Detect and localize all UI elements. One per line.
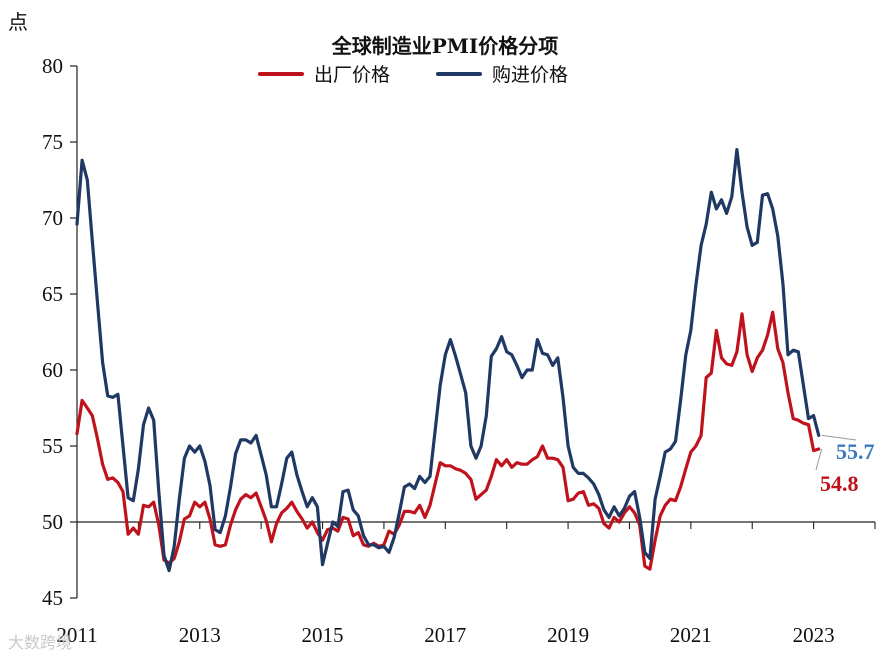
y-tick-label-60: 60	[42, 358, 63, 382]
x-tick-label-2023: 2023	[793, 623, 835, 647]
end-label-55.7: 55.7	[836, 439, 875, 464]
x-tick-label-2019: 2019	[547, 623, 589, 647]
x-tick-label-2017: 2017	[424, 623, 466, 647]
series-line-output-price	[75, 310, 821, 571]
end-label-leader-1	[815, 448, 823, 471]
y-tick-label-70: 70	[42, 206, 63, 230]
end-label-leader-0	[821, 434, 857, 441]
legend: 出厂价格 购进价格	[258, 60, 568, 87]
legend-item-output-price: 出厂价格	[258, 60, 390, 87]
legend-swatch-input-price	[436, 71, 483, 76]
legend-item-input-price: 购进价格	[436, 60, 568, 87]
y-tick-label-45: 45	[42, 586, 63, 610]
x-tick-label-2021: 2021	[670, 623, 712, 647]
y-unit-label: 点	[8, 10, 28, 34]
legend-label-output-price: 出厂价格	[314, 64, 391, 86]
y-tick-label-75: 75	[42, 130, 63, 154]
end-label-54.8: 54.8	[820, 471, 859, 496]
x-tick-label-2013: 2013	[179, 623, 221, 647]
legend-swatch-output-price	[258, 71, 304, 76]
y-tick-label-55: 55	[42, 434, 63, 458]
watermark: 大数跨境	[8, 633, 73, 652]
series-line-input-price	[75, 148, 821, 573]
y-tick-label-65: 65	[42, 282, 63, 306]
x-tick-label-2015: 2015	[302, 623, 344, 647]
x-tick-label-2011: 2011	[56, 623, 97, 647]
y-tick-label-50: 50	[42, 510, 63, 534]
chart-title: 全球制造业PMI价格分项	[331, 34, 559, 58]
y-tick-label-80: 80	[42, 54, 63, 78]
legend-label-input-price: 购进价格	[492, 64, 569, 86]
